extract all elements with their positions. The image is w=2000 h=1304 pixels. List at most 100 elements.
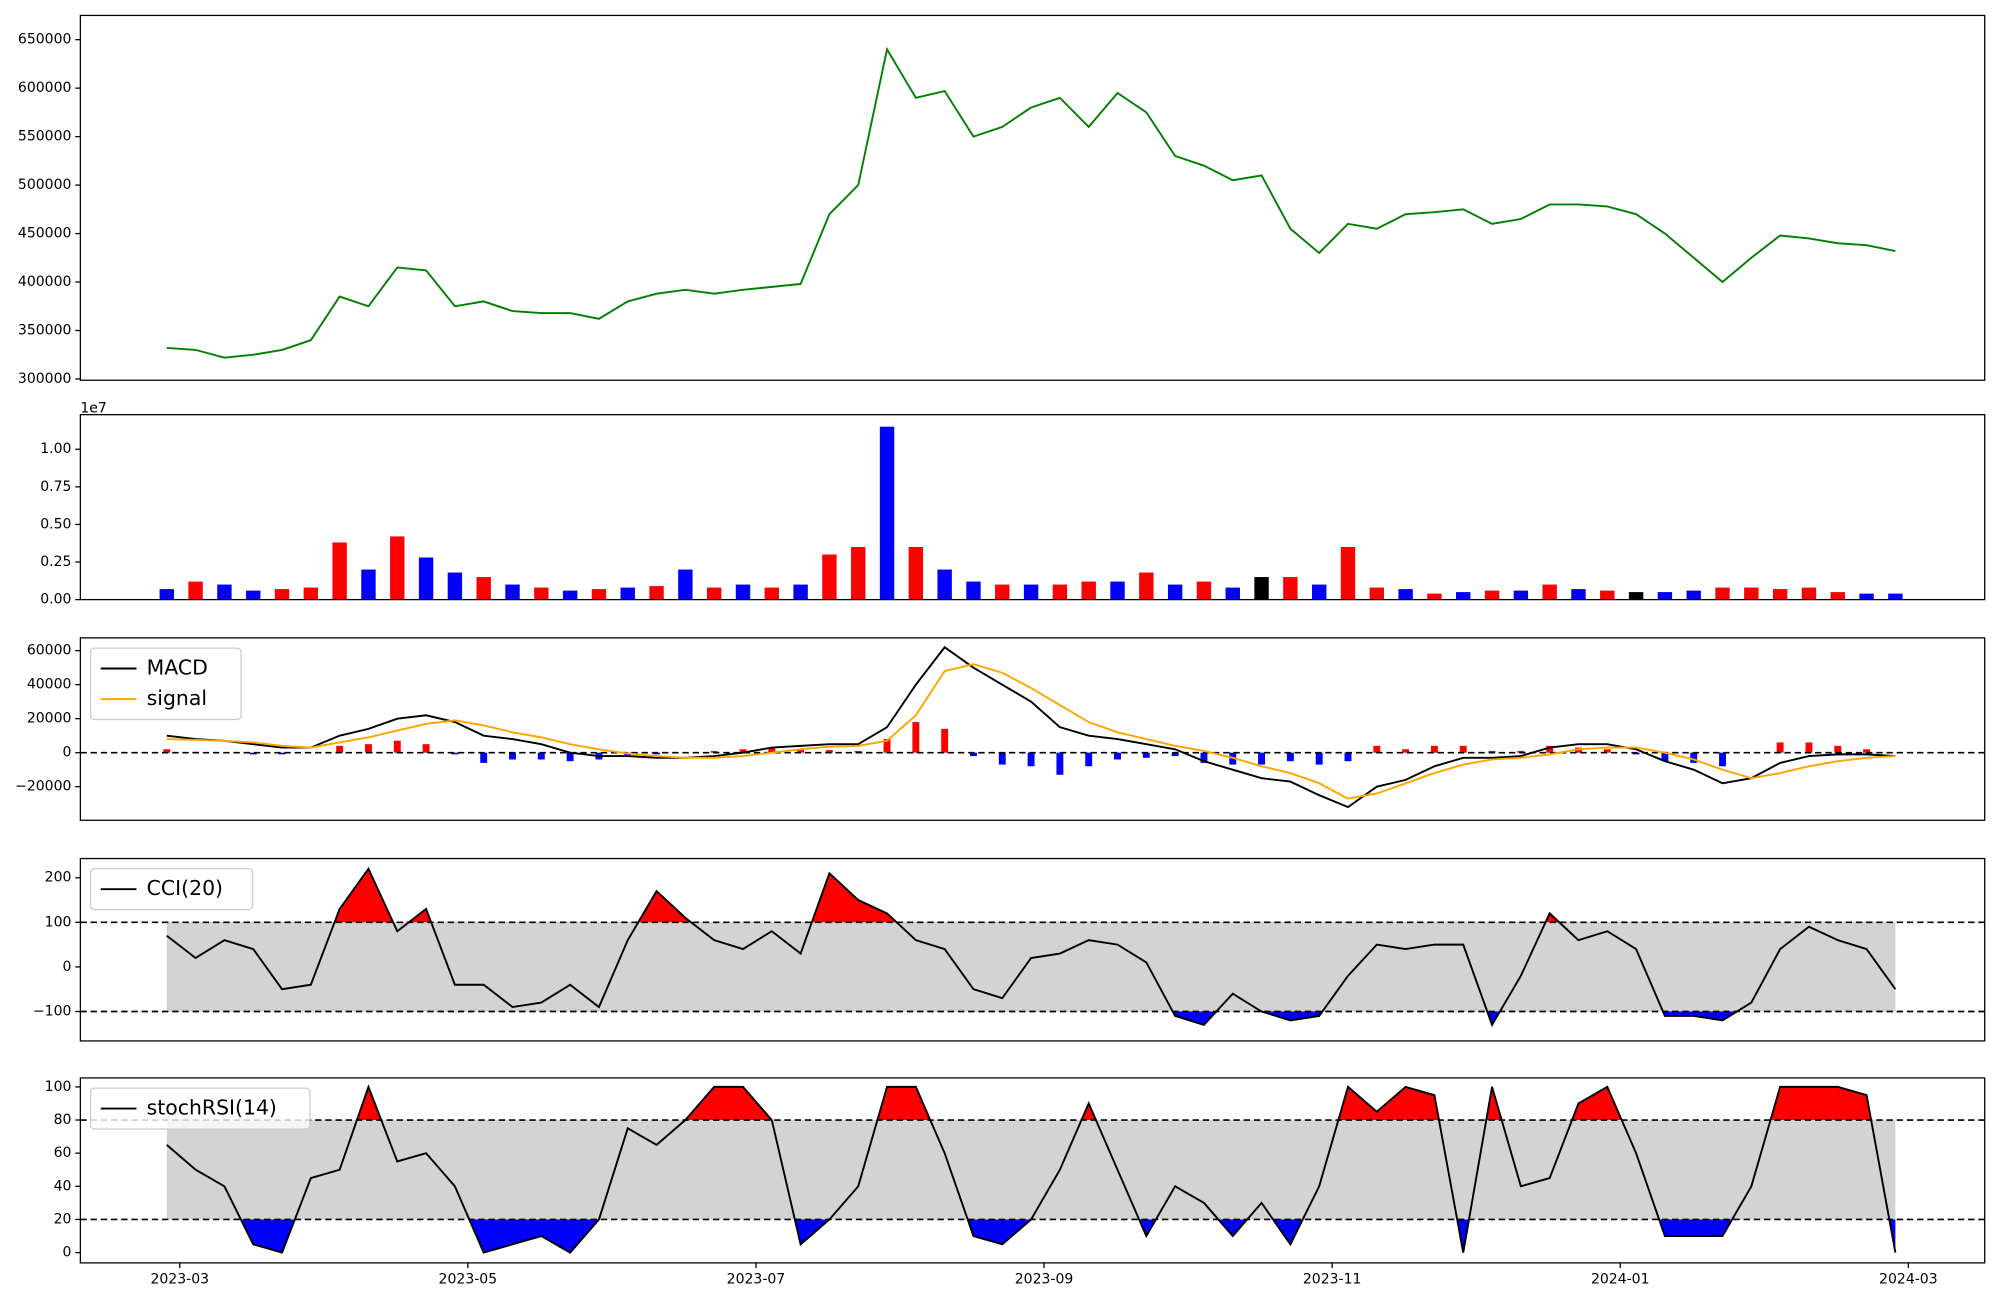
volume-bar (995, 584, 1010, 600)
histogram-bar (163, 749, 171, 753)
volume-bar (1340, 546, 1356, 600)
series-line (166, 46, 1896, 359)
volume-bar (188, 581, 203, 600)
oversold-fill (1172, 1011, 1737, 1025)
histogram-bar (393, 740, 401, 753)
x-tick-label: 2023-07 (727, 1271, 786, 1287)
histogram-bar (1488, 750, 1496, 753)
histogram-bar (1517, 750, 1525, 753)
volume-bar (1571, 589, 1586, 600)
y-tick-label: 1.00 (40, 441, 71, 457)
volume-bar (246, 590, 261, 600)
axes-frame (79, 637, 1986, 821)
axes-frame (79, 414, 1986, 601)
histogram-bar (854, 750, 862, 753)
volume-bar (1484, 590, 1500, 600)
volume-bar (505, 584, 520, 600)
y-tick-label: −100 (33, 1004, 72, 1020)
histogram-bar (912, 722, 920, 753)
histogram-bar (768, 747, 776, 753)
volume-bar (1023, 584, 1039, 600)
volume-bar (1427, 593, 1442, 600)
histogram-bar (1402, 749, 1410, 753)
volume-bar (1744, 587, 1759, 600)
histogram-bar (537, 752, 545, 760)
volume-bar (1859, 593, 1874, 600)
histogram-bar (480, 752, 488, 763)
histogram-bar (1258, 752, 1266, 765)
volume-bar (879, 426, 895, 600)
volume-bar (390, 536, 405, 600)
y-tick-label: 80 (54, 1112, 72, 1128)
volume-bar (1139, 572, 1154, 600)
legend-box (89, 1087, 311, 1130)
series-line (166, 1084, 1897, 1254)
volume-bar (908, 546, 924, 600)
y-tick-label: 60 (54, 1145, 72, 1161)
volume-bar (1830, 592, 1845, 600)
histogram-bar (364, 744, 372, 753)
volume-bar (1369, 587, 1385, 600)
volume-bar (1311, 584, 1327, 600)
volume-bar (1715, 587, 1730, 600)
histogram-bar (1114, 752, 1121, 760)
volume-bar (1628, 592, 1644, 600)
offset-label: 1e7 (80, 400, 106, 416)
volume-bar (562, 590, 578, 600)
y-tick-label: 550000 (18, 129, 72, 145)
volume-bar (1081, 581, 1096, 600)
volume-bar (274, 589, 290, 600)
volume-bar (649, 586, 664, 600)
y-tick-label: 0 (63, 745, 72, 761)
volume-bar (1801, 587, 1817, 600)
legend-label: stochRSI(14) (147, 1096, 277, 1120)
histogram-bar (1603, 749, 1611, 753)
volume-bar (361, 569, 376, 600)
histogram-bar (1171, 752, 1179, 757)
histogram-bar (1315, 752, 1323, 765)
histogram-bar (336, 745, 344, 753)
volume-bar (1657, 592, 1673, 600)
y-tick-label: 500000 (18, 177, 72, 193)
volume-bar (1254, 577, 1269, 600)
histogram-bar (1286, 752, 1294, 762)
volume-bar (620, 587, 635, 600)
volume-bar (217, 584, 232, 600)
histogram-bar (1690, 752, 1698, 763)
volume-bar (1542, 584, 1557, 600)
x-tick-label: 2024-01 (1591, 1271, 1650, 1287)
volume-bar (937, 569, 952, 600)
series-line (166, 663, 1896, 800)
volume-bar (476, 577, 491, 600)
histogram-bar (1344, 752, 1352, 762)
histogram-bar (1373, 745, 1381, 753)
volume-bar (534, 587, 549, 600)
volume-bar (1052, 584, 1068, 600)
volume-bar (447, 572, 463, 600)
volume-bar (1772, 589, 1788, 600)
axes-frame (79, 1077, 1986, 1264)
x-tick-label: 2023-09 (1015, 1271, 1074, 1287)
histogram-bar (998, 752, 1006, 765)
y-tick-label: 0.00 (40, 592, 71, 608)
x-tick-label: 2023-11 (1303, 1271, 1362, 1287)
histogram-bar (1719, 752, 1726, 767)
histogram-bar (1834, 745, 1842, 753)
volume-bar (1398, 589, 1413, 600)
histogram-bar (422, 744, 430, 753)
oversold-fill (166, 1219, 1896, 1253)
y-tick-label: 100 (45, 914, 72, 930)
volume-bar (678, 569, 693, 600)
volume-bar (1167, 584, 1183, 600)
x-tick-label: 2024-03 (1879, 1271, 1938, 1287)
histogram-bar (1459, 745, 1467, 753)
volume-bar (706, 587, 722, 600)
histogram-bar (1027, 752, 1035, 767)
volume-bar (793, 584, 808, 600)
histogram-bar (509, 752, 516, 760)
y-tick-label: 600000 (18, 80, 72, 96)
histogram-bar (1142, 752, 1150, 758)
histogram-bar (1776, 742, 1784, 753)
y-tick-label: 400000 (18, 274, 72, 290)
